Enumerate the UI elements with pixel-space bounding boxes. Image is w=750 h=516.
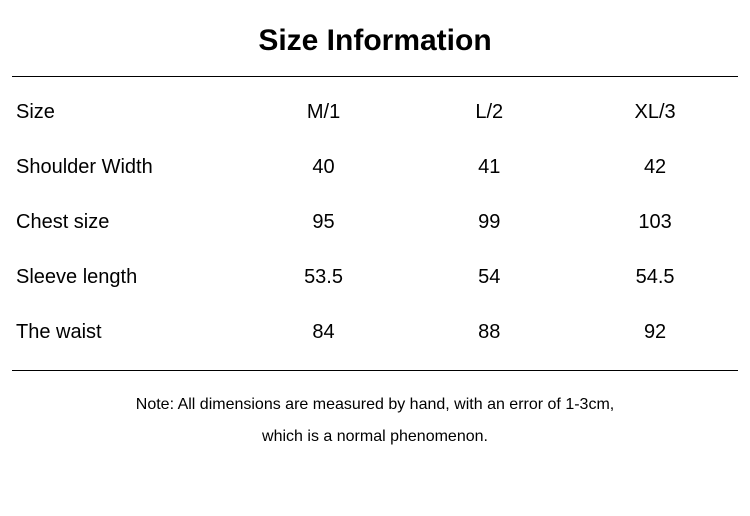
- size-table: Size M/1 L/2 XL/3 Shoulder Width 40 41 4…: [12, 85, 738, 360]
- row-label: The waist: [12, 305, 241, 360]
- cell-value: 88: [406, 305, 572, 360]
- note-text: Note: All dimensions are measured by han…: [12, 371, 738, 453]
- note-line-2: which is a normal phenomenon.: [262, 428, 488, 445]
- table-row: Shoulder Width 40 41 42: [12, 140, 738, 195]
- cell-value: 42: [572, 140, 738, 195]
- row-label: Chest size: [12, 195, 241, 250]
- row-label: Shoulder Width: [12, 140, 241, 195]
- cell-value: 84: [241, 305, 407, 360]
- page-title: Size Information: [12, 0, 738, 76]
- cell-value: 103: [572, 195, 738, 250]
- cell-value: 41: [406, 140, 572, 195]
- table-row: The waist 84 88 92: [12, 305, 738, 360]
- row-label: Sleeve length: [12, 250, 241, 305]
- cell-value: 40: [241, 140, 407, 195]
- cell-value: 54: [406, 250, 572, 305]
- table-row: Sleeve length 53.5 54 54.5: [12, 250, 738, 305]
- cell-value: 53.5: [241, 250, 407, 305]
- size-col-3: XL/3: [572, 85, 738, 140]
- note-line-1: Note: All dimensions are measured by han…: [136, 396, 614, 413]
- header-label: Size: [12, 85, 241, 140]
- table-row: Chest size 95 99 103: [12, 195, 738, 250]
- cell-value: 92: [572, 305, 738, 360]
- size-col-1: M/1: [241, 85, 407, 140]
- table-header-row: Size M/1 L/2 XL/3: [12, 85, 738, 140]
- divider-top: [12, 76, 738, 77]
- cell-value: 99: [406, 195, 572, 250]
- cell-value: 54.5: [572, 250, 738, 305]
- size-col-2: L/2: [406, 85, 572, 140]
- cell-value: 95: [241, 195, 407, 250]
